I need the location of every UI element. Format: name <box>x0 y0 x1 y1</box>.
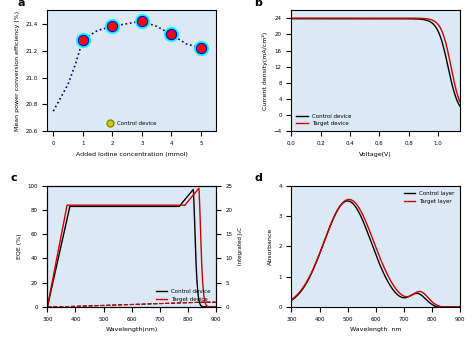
Control device <box>88 204 93 208</box>
Point <box>138 18 146 24</box>
X-axis label: Added Iodine concentration (mmol): Added Iodine concentration (mmol) <box>76 152 188 157</box>
Legend: Control device, Target device: Control device, Target device <box>294 111 354 129</box>
Control device <box>213 305 219 309</box>
Target layer <box>319 247 324 251</box>
Y-axis label: Current density(mA/cm²): Current density(mA/cm²) <box>262 32 268 110</box>
Control device <box>388 17 394 21</box>
Line: Control device: Control device <box>292 19 460 106</box>
Control device <box>45 305 50 309</box>
Control device <box>74 204 80 208</box>
Control layer <box>345 199 350 203</box>
Line: Target device: Target device <box>47 188 216 307</box>
Point <box>79 37 87 43</box>
Control device <box>289 17 295 21</box>
Target device <box>389 16 394 20</box>
Control device <box>171 204 177 208</box>
Target device <box>196 186 202 190</box>
Text: b: b <box>255 0 262 8</box>
Y-axis label: Integrated JₛC: Integrated JₛC <box>238 227 243 265</box>
Legend: Control device, Target device: Control device, Target device <box>154 287 213 304</box>
Control device <box>121 204 127 208</box>
Y-axis label: Absorbance: Absorbance <box>268 228 273 265</box>
Legend: Control layer, Target layer: Control layer, Target layer <box>401 189 457 206</box>
Target device <box>289 16 295 20</box>
Target device <box>171 203 177 207</box>
Target device <box>157 203 163 207</box>
Line: Target device: Target device <box>292 18 460 101</box>
Control layer <box>319 247 324 251</box>
Target layer <box>289 298 294 302</box>
Point <box>168 32 175 37</box>
Line: Control device: Control device <box>47 190 216 307</box>
Control layer <box>332 213 337 217</box>
Target device <box>289 16 294 20</box>
Control layer <box>289 298 294 302</box>
Control layer <box>457 305 463 309</box>
Target layer <box>365 224 371 228</box>
Y-axis label: Mean power conversion efficiency (%): Mean power conversion efficiency (%) <box>15 11 20 131</box>
Target device <box>457 99 463 103</box>
Target layer <box>416 290 421 294</box>
Target device <box>88 203 93 207</box>
Target device <box>74 203 80 207</box>
Target device <box>430 18 436 23</box>
Point <box>138 18 146 24</box>
Text: a: a <box>17 0 25 8</box>
Target layer <box>346 197 352 202</box>
Target device <box>45 305 50 309</box>
Control layer <box>416 292 421 296</box>
Line: Target layer: Target layer <box>292 199 460 307</box>
Control device <box>392 17 397 21</box>
Target layer <box>388 279 394 283</box>
Target device <box>392 16 397 20</box>
Control device <box>191 188 196 192</box>
Point <box>168 32 175 37</box>
X-axis label: Wavelength  nm: Wavelength nm <box>350 327 401 332</box>
Text: d: d <box>255 173 262 183</box>
Control device <box>389 17 394 21</box>
Line: Control layer: Control layer <box>292 201 460 307</box>
Control device <box>457 104 463 108</box>
Point <box>197 45 205 50</box>
Target device <box>441 35 447 39</box>
Target layer <box>401 294 407 298</box>
Control layer <box>365 231 371 235</box>
Control device <box>441 47 447 51</box>
Target layer <box>332 214 337 218</box>
Control layer <box>388 285 394 289</box>
Target device <box>121 203 127 207</box>
Point <box>197 45 205 50</box>
Point <box>109 24 116 29</box>
Target device <box>213 305 219 309</box>
Control device <box>157 204 163 208</box>
Point <box>109 24 116 29</box>
Point <box>79 37 87 43</box>
Y-axis label: EQE (%): EQE (%) <box>17 234 22 259</box>
Text: c: c <box>10 173 17 183</box>
Control device <box>430 22 436 26</box>
Legend: Control device: Control device <box>105 119 158 129</box>
Control layer <box>401 296 407 300</box>
X-axis label: Voltage(V): Voltage(V) <box>359 152 392 157</box>
X-axis label: Wavelength(nm): Wavelength(nm) <box>105 327 158 332</box>
Target device <box>144 203 149 207</box>
Control device <box>289 17 294 21</box>
Target layer <box>457 305 463 309</box>
Control device <box>144 204 149 208</box>
Target device <box>388 16 394 20</box>
